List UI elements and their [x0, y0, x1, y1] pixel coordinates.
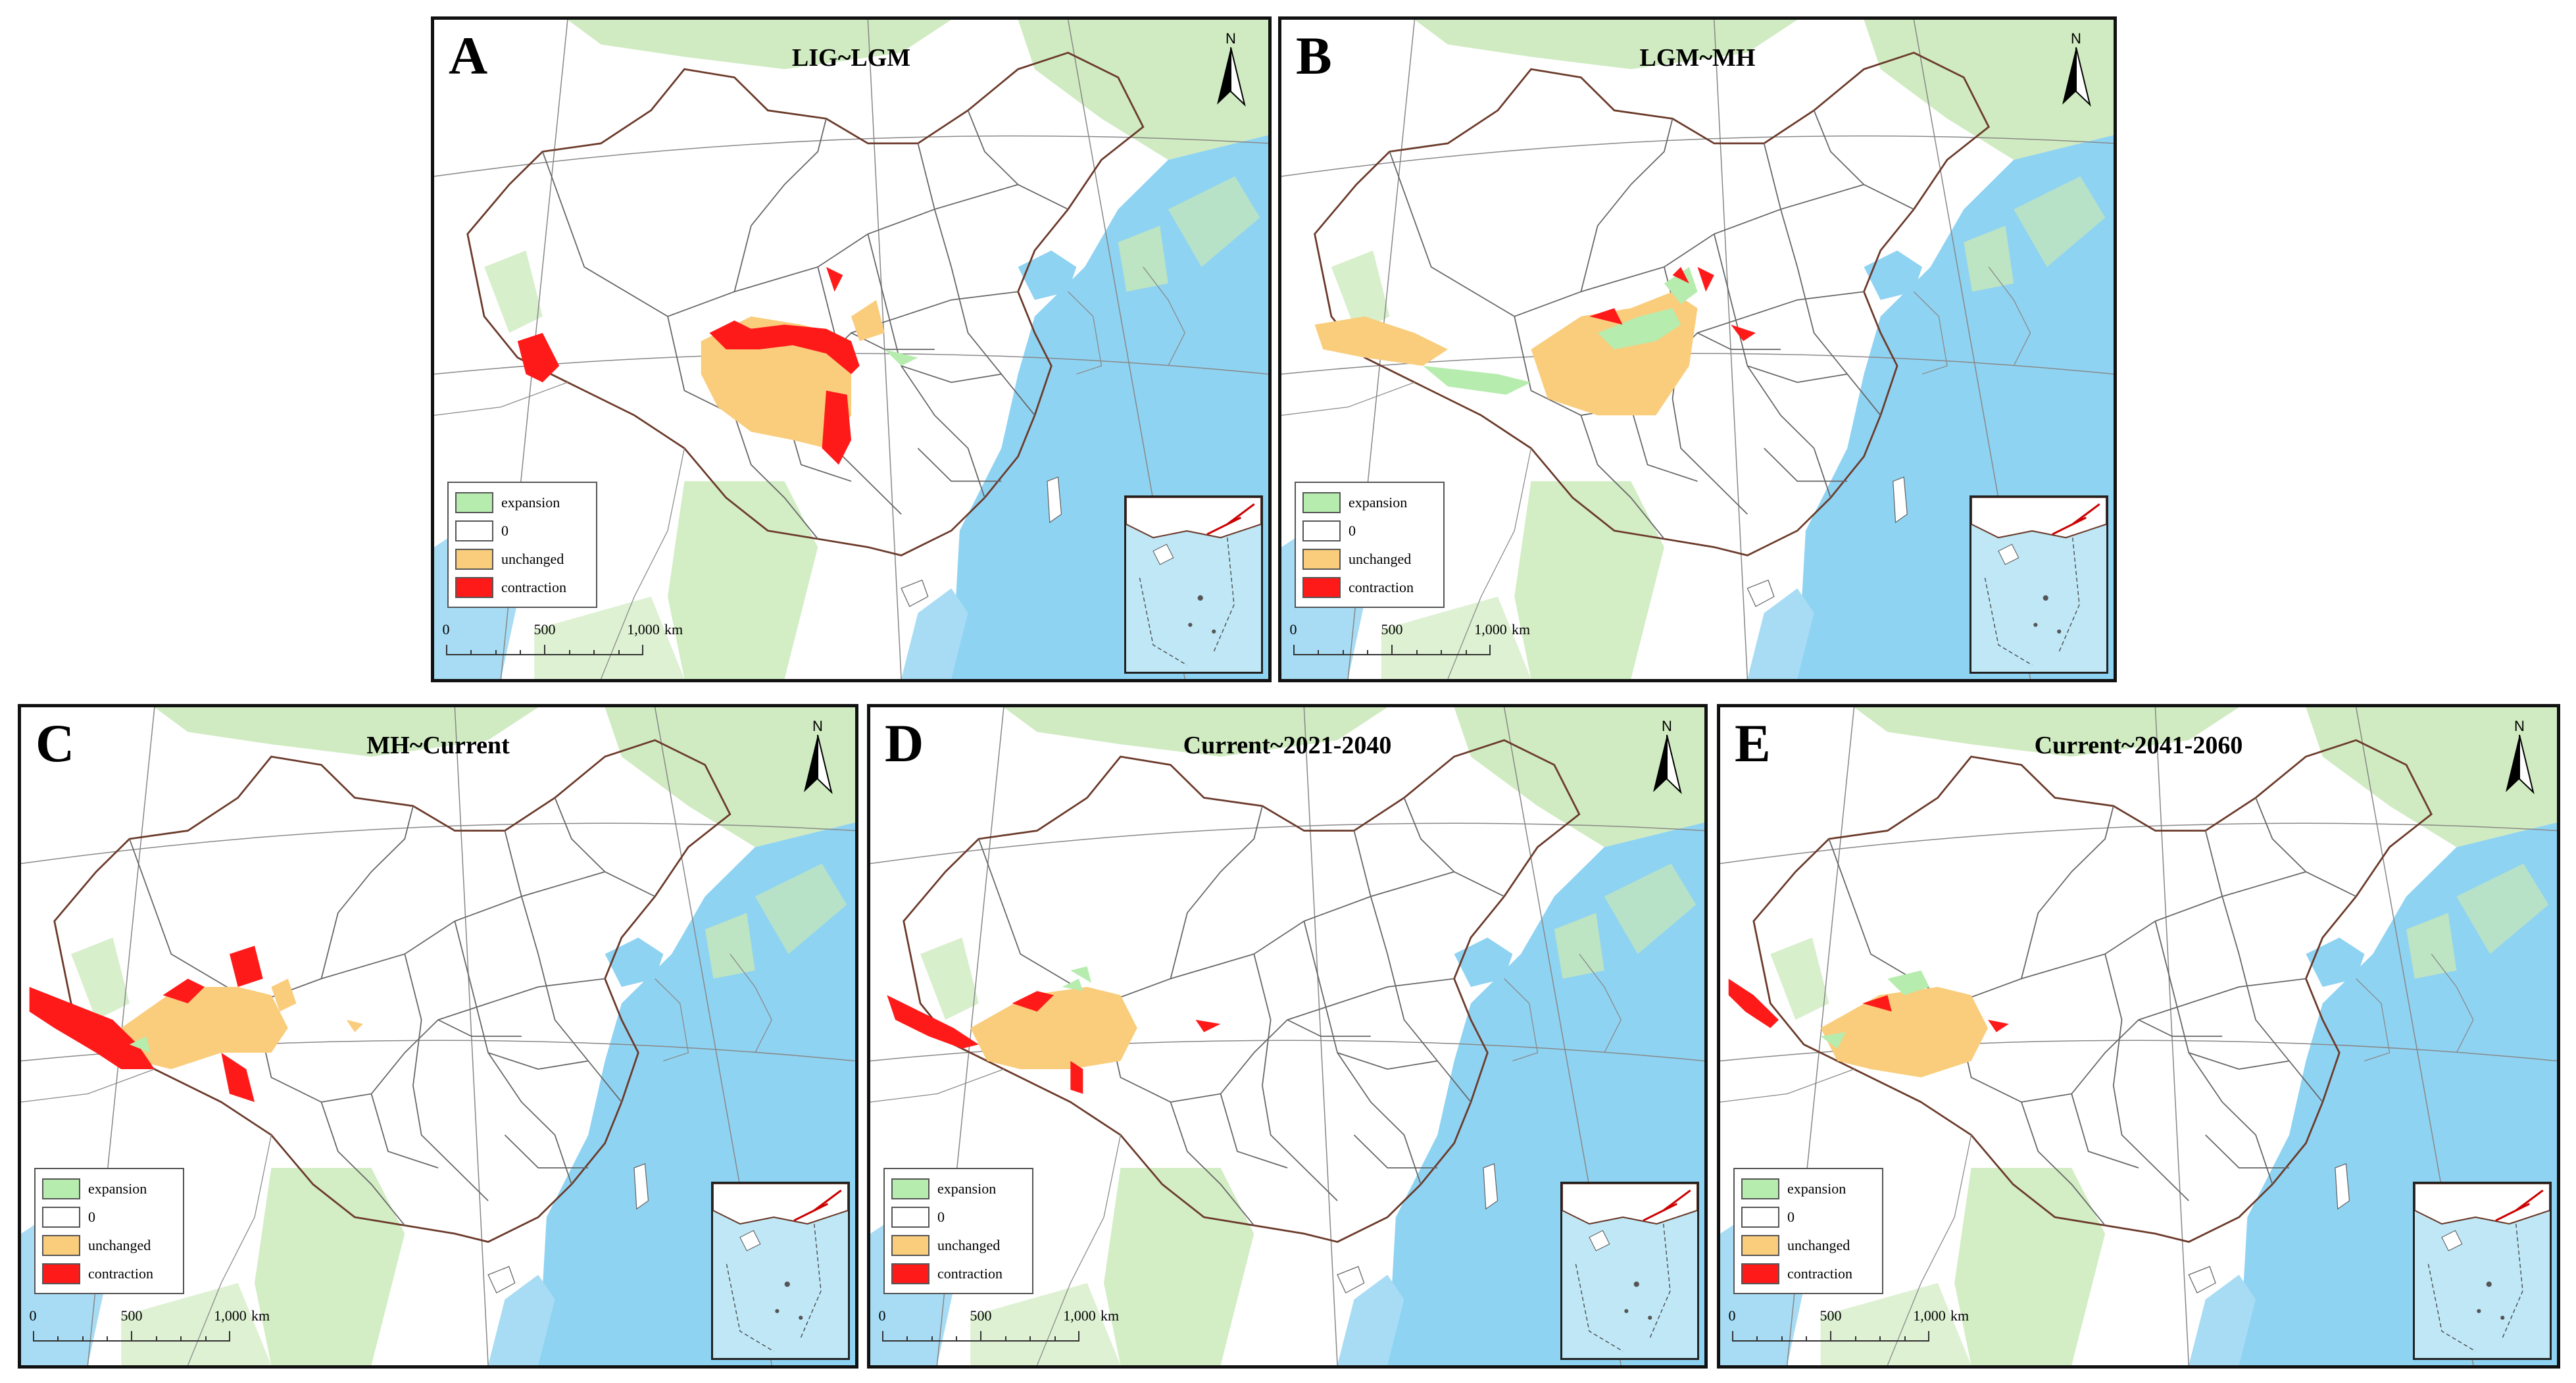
scale-label-1000: 1,000 [214, 1307, 247, 1324]
scale-label-1000: 1,000 [1063, 1307, 1096, 1324]
legend-item-expansion: expansion [42, 1174, 176, 1203]
scale-unit: km [1511, 621, 1531, 638]
legend-item-zero: 0 [455, 516, 589, 545]
legend: expansion 0 unchanged contraction [447, 482, 597, 608]
scale-label-0: 0 [1728, 1307, 1736, 1324]
north-arrow-icon [1652, 717, 1681, 793]
panel-title: MH~Current [366, 732, 510, 759]
legend-item-unchanged: unchanged [1302, 545, 1437, 573]
scale-unit: km [1950, 1307, 1969, 1324]
legend-item-unchanged: unchanged [455, 545, 589, 573]
legend-item-zero: 0 [891, 1203, 1026, 1231]
scale-label-500: 500 [1381, 621, 1403, 638]
map-panel-a: A LIG~LGM expansion 0 unchanged contract… [431, 16, 1272, 682]
south-china-sea-inset [1969, 495, 2108, 674]
legend-item-unchanged: unchanged [42, 1231, 176, 1259]
scale-bar: 0 500 1,000 km [1289, 621, 1570, 667]
legend-item-unchanged: unchanged [891, 1231, 1026, 1259]
south-china-sea-inset [2413, 1182, 2552, 1360]
north-arrow-icon [2062, 30, 2091, 105]
map-panel-e: E Current~2041-2060 expansion 0 unchange… [1717, 704, 2560, 1369]
panel-letter: E [1735, 713, 1771, 773]
map-panel-c: C MH~Current expansion 0 unchanged contr… [18, 704, 858, 1369]
scale-bar: 0 500 1,000 km [1728, 1307, 2008, 1353]
north-arrow-icon [803, 717, 832, 793]
legend-item-contraction: contraction [1302, 573, 1437, 601]
panel-title: Current~2021-2040 [1183, 732, 1392, 759]
panel-letter: C [36, 713, 75, 773]
scale-label-1000: 1,000 [1913, 1307, 1946, 1324]
scale-label-0: 0 [1289, 621, 1297, 638]
scale-label-0: 0 [442, 621, 450, 638]
south-china-sea-inset [1124, 495, 1263, 674]
scale-label-0: 0 [878, 1307, 886, 1324]
legend-item-contraction: contraction [1741, 1259, 1875, 1288]
legend-item-unchanged: unchanged [1741, 1231, 1875, 1259]
legend-item-expansion: expansion [1302, 488, 1437, 516]
legend-item-expansion: expansion [455, 488, 589, 516]
north-arrow-icon [2505, 717, 2534, 793]
scale-unit: km [1100, 1307, 1120, 1324]
legend: expansion 0 unchanged contraction [883, 1168, 1033, 1294]
scale-label-500: 500 [120, 1307, 143, 1324]
legend-item-zero: 0 [1741, 1203, 1875, 1231]
scale-label-1000: 1,000 [1474, 621, 1507, 638]
legend: expansion 0 unchanged contraction [1733, 1168, 1883, 1294]
panel-letter: A [449, 26, 488, 86]
legend-item-expansion: expansion [891, 1174, 1026, 1203]
scale-bar: 0 500 1,000 km [442, 621, 722, 667]
map-panel-d: D Current~2021-2040 expansion 0 unchange… [867, 704, 1708, 1369]
legend: expansion 0 unchanged contraction [34, 1168, 184, 1294]
scale-bar: 0 500 1,000 km [878, 1307, 1158, 1353]
panel-title: LIG~LGM [791, 44, 911, 72]
scale-label-500: 500 [533, 621, 556, 638]
panel-title: LGM~MH [1639, 44, 1756, 72]
legend-item-contraction: contraction [42, 1259, 176, 1288]
scale-unit: km [664, 621, 683, 638]
legend: expansion 0 unchanged contraction [1295, 482, 1445, 608]
south-china-sea-inset [711, 1182, 850, 1360]
scale-unit: km [251, 1307, 270, 1324]
legend-item-zero: 0 [42, 1203, 176, 1231]
panel-letter: B [1296, 26, 1332, 86]
panel-letter: D [885, 713, 924, 773]
south-china-sea-inset [1560, 1182, 1699, 1360]
legend-item-contraction: contraction [455, 573, 589, 601]
scale-label-0: 0 [29, 1307, 37, 1324]
scale-label-500: 500 [1820, 1307, 1842, 1324]
legend-item-expansion: expansion [1741, 1174, 1875, 1203]
scale-label-1000: 1,000 [627, 621, 660, 638]
scale-label-500: 500 [970, 1307, 992, 1324]
scale-bar: 0 500 1,000 km [29, 1307, 309, 1353]
panel-title: Current~2041-2060 [2034, 732, 2243, 759]
legend-item-contraction: contraction [891, 1259, 1026, 1288]
north-arrow-icon [1216, 30, 1245, 105]
legend-item-zero: 0 [1302, 516, 1437, 545]
map-panel-b: B LGM~MH expansion 0 unchanged contracti… [1278, 16, 2117, 682]
